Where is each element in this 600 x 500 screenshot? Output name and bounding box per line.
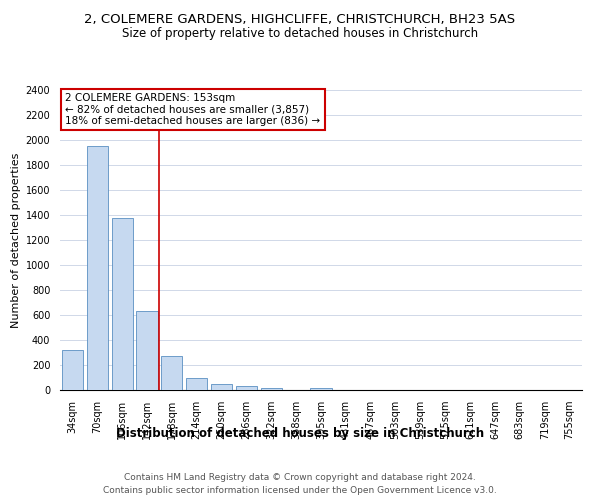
Text: Contains HM Land Registry data © Crown copyright and database right 2024.: Contains HM Land Registry data © Crown c… (124, 472, 476, 482)
Text: Size of property relative to detached houses in Christchurch: Size of property relative to detached ho… (122, 28, 478, 40)
Y-axis label: Number of detached properties: Number of detached properties (11, 152, 22, 328)
Bar (261, 388, 282, 390)
Bar (161, 356, 182, 390)
Bar (62, 350, 83, 390)
Bar (236, 386, 257, 390)
Bar (310, 388, 332, 390)
Bar (136, 311, 158, 390)
Text: Distribution of detached houses by size in Christchurch: Distribution of detached houses by size … (116, 428, 484, 440)
Text: Contains public sector information licensed under the Open Government Licence v3: Contains public sector information licen… (103, 486, 497, 495)
Bar (87, 146, 108, 390)
Text: 2 COLEMERE GARDENS: 153sqm
← 82% of detached houses are smaller (3,857)
18% of s: 2 COLEMERE GARDENS: 153sqm ← 82% of deta… (65, 93, 320, 126)
Bar (186, 378, 207, 390)
Bar (211, 384, 232, 390)
Bar (112, 218, 133, 390)
Text: 2, COLEMERE GARDENS, HIGHCLIFFE, CHRISTCHURCH, BH23 5AS: 2, COLEMERE GARDENS, HIGHCLIFFE, CHRISTC… (85, 12, 515, 26)
